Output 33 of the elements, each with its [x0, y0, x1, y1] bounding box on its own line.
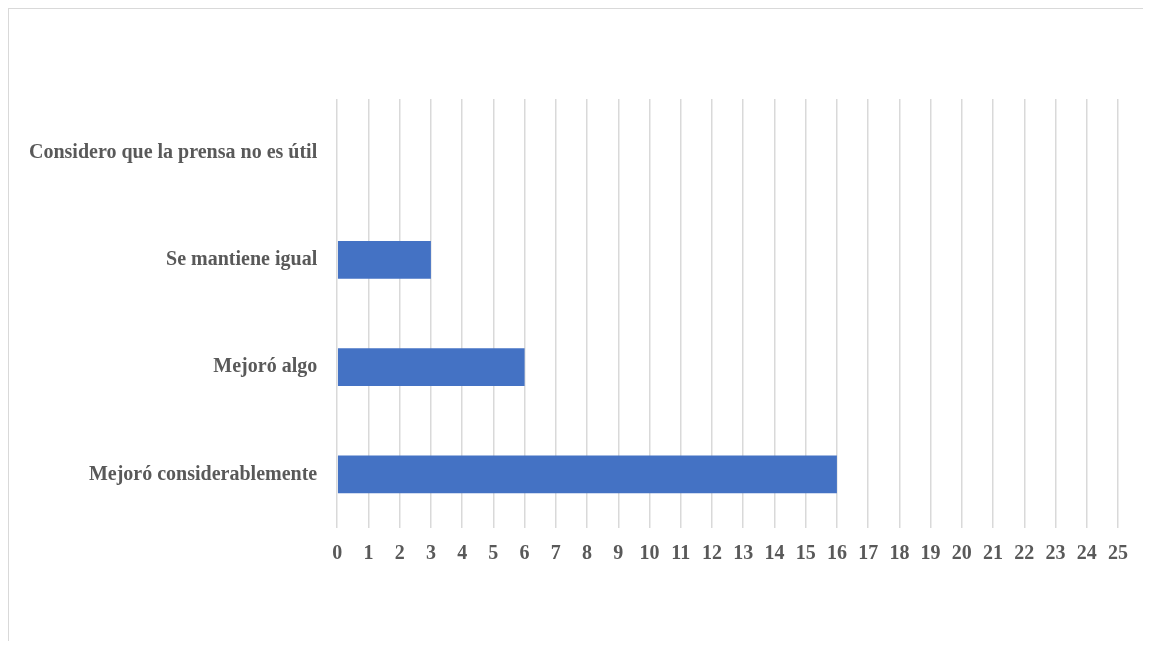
y-tick-label: Mejoró considerablemente: [88, 461, 318, 485]
x-tick-label: 22: [1014, 541, 1035, 564]
x-tick-label: 10: [639, 541, 660, 564]
x-tick-label: 7: [550, 541, 561, 564]
x-tick-label: 0: [332, 541, 343, 564]
x-tick-label: 4: [457, 541, 468, 564]
x-tick-label: 19: [920, 541, 941, 564]
x-tick-label: 23: [1045, 541, 1066, 564]
x-tick-label: 13: [733, 541, 754, 564]
y-tick-label: Mejoró algo: [213, 354, 318, 378]
bar: [337, 455, 837, 494]
x-tick-label: 18: [889, 541, 910, 564]
x-tick-label: 24: [1076, 541, 1097, 564]
x-tick-label: 11: [671, 541, 691, 564]
x-tick-label: 9: [613, 541, 624, 564]
x-tick-label: 8: [582, 541, 593, 564]
x-tick-label: 21: [983, 541, 1004, 564]
x-tick-label: 16: [826, 541, 847, 564]
x-tick-label: 12: [701, 541, 722, 564]
x-tick-label: 15: [795, 541, 816, 564]
x-tick-label: 17: [858, 541, 879, 564]
bar: [337, 348, 525, 386]
bar: [337, 241, 431, 279]
x-tick-label: 3: [425, 541, 436, 564]
x-tick-label: 14: [764, 541, 785, 564]
x-tick-label: 6: [519, 541, 530, 564]
x-tick-label: 20: [951, 541, 972, 564]
x-tick-label: 5: [488, 541, 499, 564]
x-tick-label: 2: [394, 541, 405, 564]
x-tick-label: 1: [363, 541, 374, 564]
x-tick-label: 25: [1108, 541, 1128, 564]
y-tick-label: Se mantiene igual: [166, 247, 318, 271]
y-tick-label: Considero que la prensa no es útil: [29, 139, 318, 163]
